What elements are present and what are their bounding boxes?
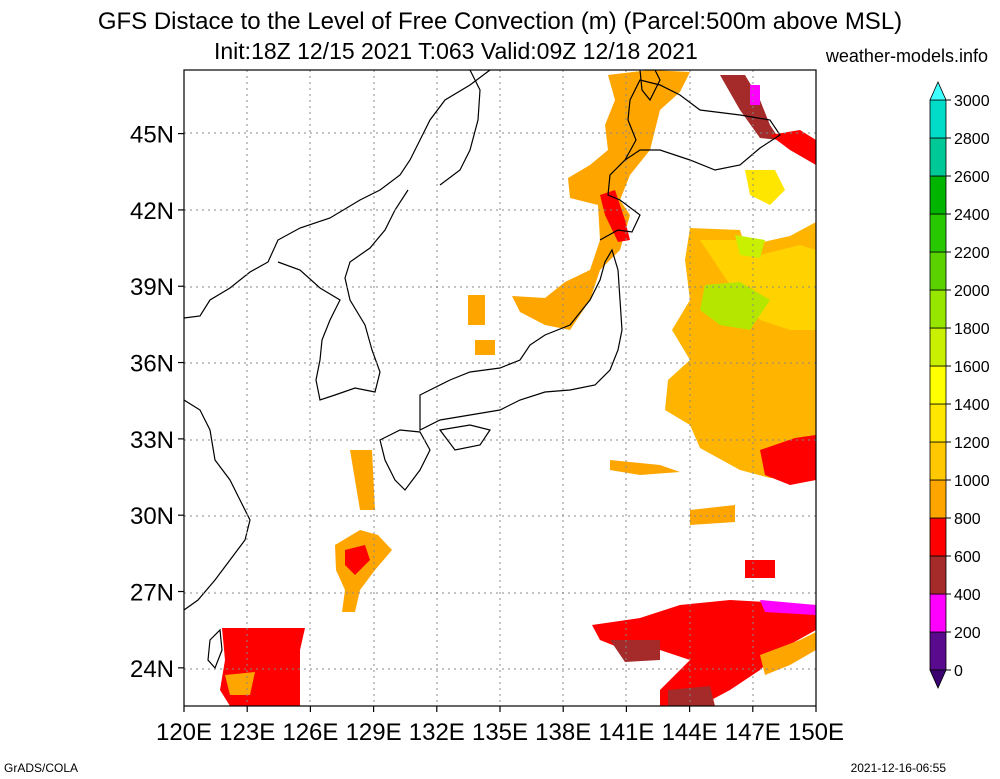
colorbar-bin <box>929 137 947 177</box>
colorbar-label: 2600 <box>954 169 990 186</box>
x-tick-label: 129E <box>346 719 402 746</box>
site-credit: weather-models.info <box>825 46 988 66</box>
colorbar-bin <box>929 289 947 329</box>
field-region-south-red2 <box>745 560 775 578</box>
field-region-ryukyu-red <box>345 545 370 575</box>
x-axis: 120E 123E 126E 129E 132E 135E 138E 141E 144E 147E… <box>156 706 844 746</box>
colorbar-label: 2200 <box>954 245 990 262</box>
colorbar-label: 2000 <box>954 283 990 300</box>
colorbar-label: 1000 <box>954 473 990 490</box>
field-region-south-magenta <box>760 600 816 615</box>
colorbar-bin <box>929 213 947 253</box>
x-tick-label: 120E <box>156 719 212 746</box>
colorbar-label: 400 <box>954 587 981 604</box>
field-region-east-red <box>760 435 816 485</box>
colorbar-min-arrow <box>929 669 947 689</box>
x-tick-label: 147E <box>725 719 781 746</box>
colorbar-label: 200 <box>954 625 981 642</box>
x-tick-label: 132E <box>409 719 465 746</box>
x-tick-label: 135E <box>472 719 528 746</box>
x-tick-label: 150E <box>788 719 844 746</box>
colorbar-label: 2400 <box>954 207 990 224</box>
colorbar-label: 1800 <box>954 321 990 338</box>
footer-right: 2021-12-16-06:55 <box>850 761 946 775</box>
x-tick-label: 144E <box>662 719 718 746</box>
map-title: GFS Distace to the Level of Free Convect… <box>97 8 903 35</box>
colorbar-bin <box>929 517 947 557</box>
y-tick-label: 39N <box>130 274 174 301</box>
field-region-north-brown <box>720 75 780 140</box>
colorbar-label: 0 <box>954 663 963 680</box>
y-tick-label: 33N <box>130 427 174 454</box>
colorbar-label: 1400 <box>954 397 990 414</box>
colorbar-bin <box>929 365 947 405</box>
y-tick-label: 45N <box>130 122 174 149</box>
colorbar-bin <box>929 555 947 595</box>
field-region-east-green2 <box>735 235 765 258</box>
field-region-hokkaido <box>512 70 690 330</box>
footer-left: GrADS/COLA <box>4 761 79 775</box>
colorbar-bin <box>929 631 947 671</box>
field-region-sea-orange <box>468 295 485 325</box>
field-region-kyushu-orange <box>350 450 375 510</box>
field-region-south-brown <box>610 640 660 662</box>
coastlines <box>184 70 781 670</box>
y-tick-label: 24N <box>130 656 174 683</box>
map-subtitle: Init:18Z 12/15 2021 T:063 Valid:09Z 12/1… <box>214 38 698 64</box>
field-region-ryukyu <box>335 530 392 612</box>
field-region-taiwan-orange <box>225 672 255 695</box>
colorbar-label: 3000 <box>954 93 990 110</box>
field-region-east-light <box>700 240 816 330</box>
field-region-south-brown2 <box>668 686 715 706</box>
colorbar-bin <box>929 175 947 215</box>
field-region-east-orange3 <box>610 460 680 475</box>
colorbar-bin <box>929 99 947 139</box>
field-overlay <box>220 70 816 706</box>
y-tick-label: 30N <box>130 503 174 530</box>
field-region-tsugaru-red <box>600 190 630 242</box>
x-tick-label: 138E <box>535 719 591 746</box>
colorbar-label: 1200 <box>954 435 990 452</box>
x-tick-label: 123E <box>219 719 275 746</box>
field-region-north-magenta <box>750 85 760 105</box>
colorbar-bin <box>929 251 947 291</box>
x-tick-label: 141E <box>598 719 654 746</box>
colorbar-bin <box>929 327 947 367</box>
y-tick-label: 36N <box>130 351 174 378</box>
colorbar-max-arrow <box>929 81 947 101</box>
gridlines <box>184 70 816 706</box>
colorbar-bin <box>929 593 947 633</box>
colorbar: 0 200 400 600 800 1000 1200 1400 1600 1800 2000 220… <box>929 81 990 689</box>
colorbar-bin <box>929 403 947 443</box>
y-axis: 24N 27N 30N 33N 36N 39N 42N 45N <box>130 122 184 683</box>
field-region-north-red <box>770 130 816 165</box>
field-region-south-orange <box>760 632 816 675</box>
colorbar-bin <box>929 479 947 519</box>
colorbar-label: 600 <box>954 549 981 566</box>
field-region-south-band <box>592 600 816 706</box>
y-tick-label: 27N <box>130 580 174 607</box>
field-region-east-yellow <box>745 170 785 205</box>
field-region-east-orange2 <box>690 505 735 525</box>
colorbar-label: 1600 <box>954 359 990 376</box>
field-region-sea-orange2 <box>475 340 495 355</box>
colorbar-label: 2800 <box>954 131 990 148</box>
colorbar-label: 800 <box>954 511 981 528</box>
y-tick-label: 42N <box>130 198 174 225</box>
x-tick-label: 126E <box>282 719 338 746</box>
colorbar-bin <box>929 441 947 481</box>
